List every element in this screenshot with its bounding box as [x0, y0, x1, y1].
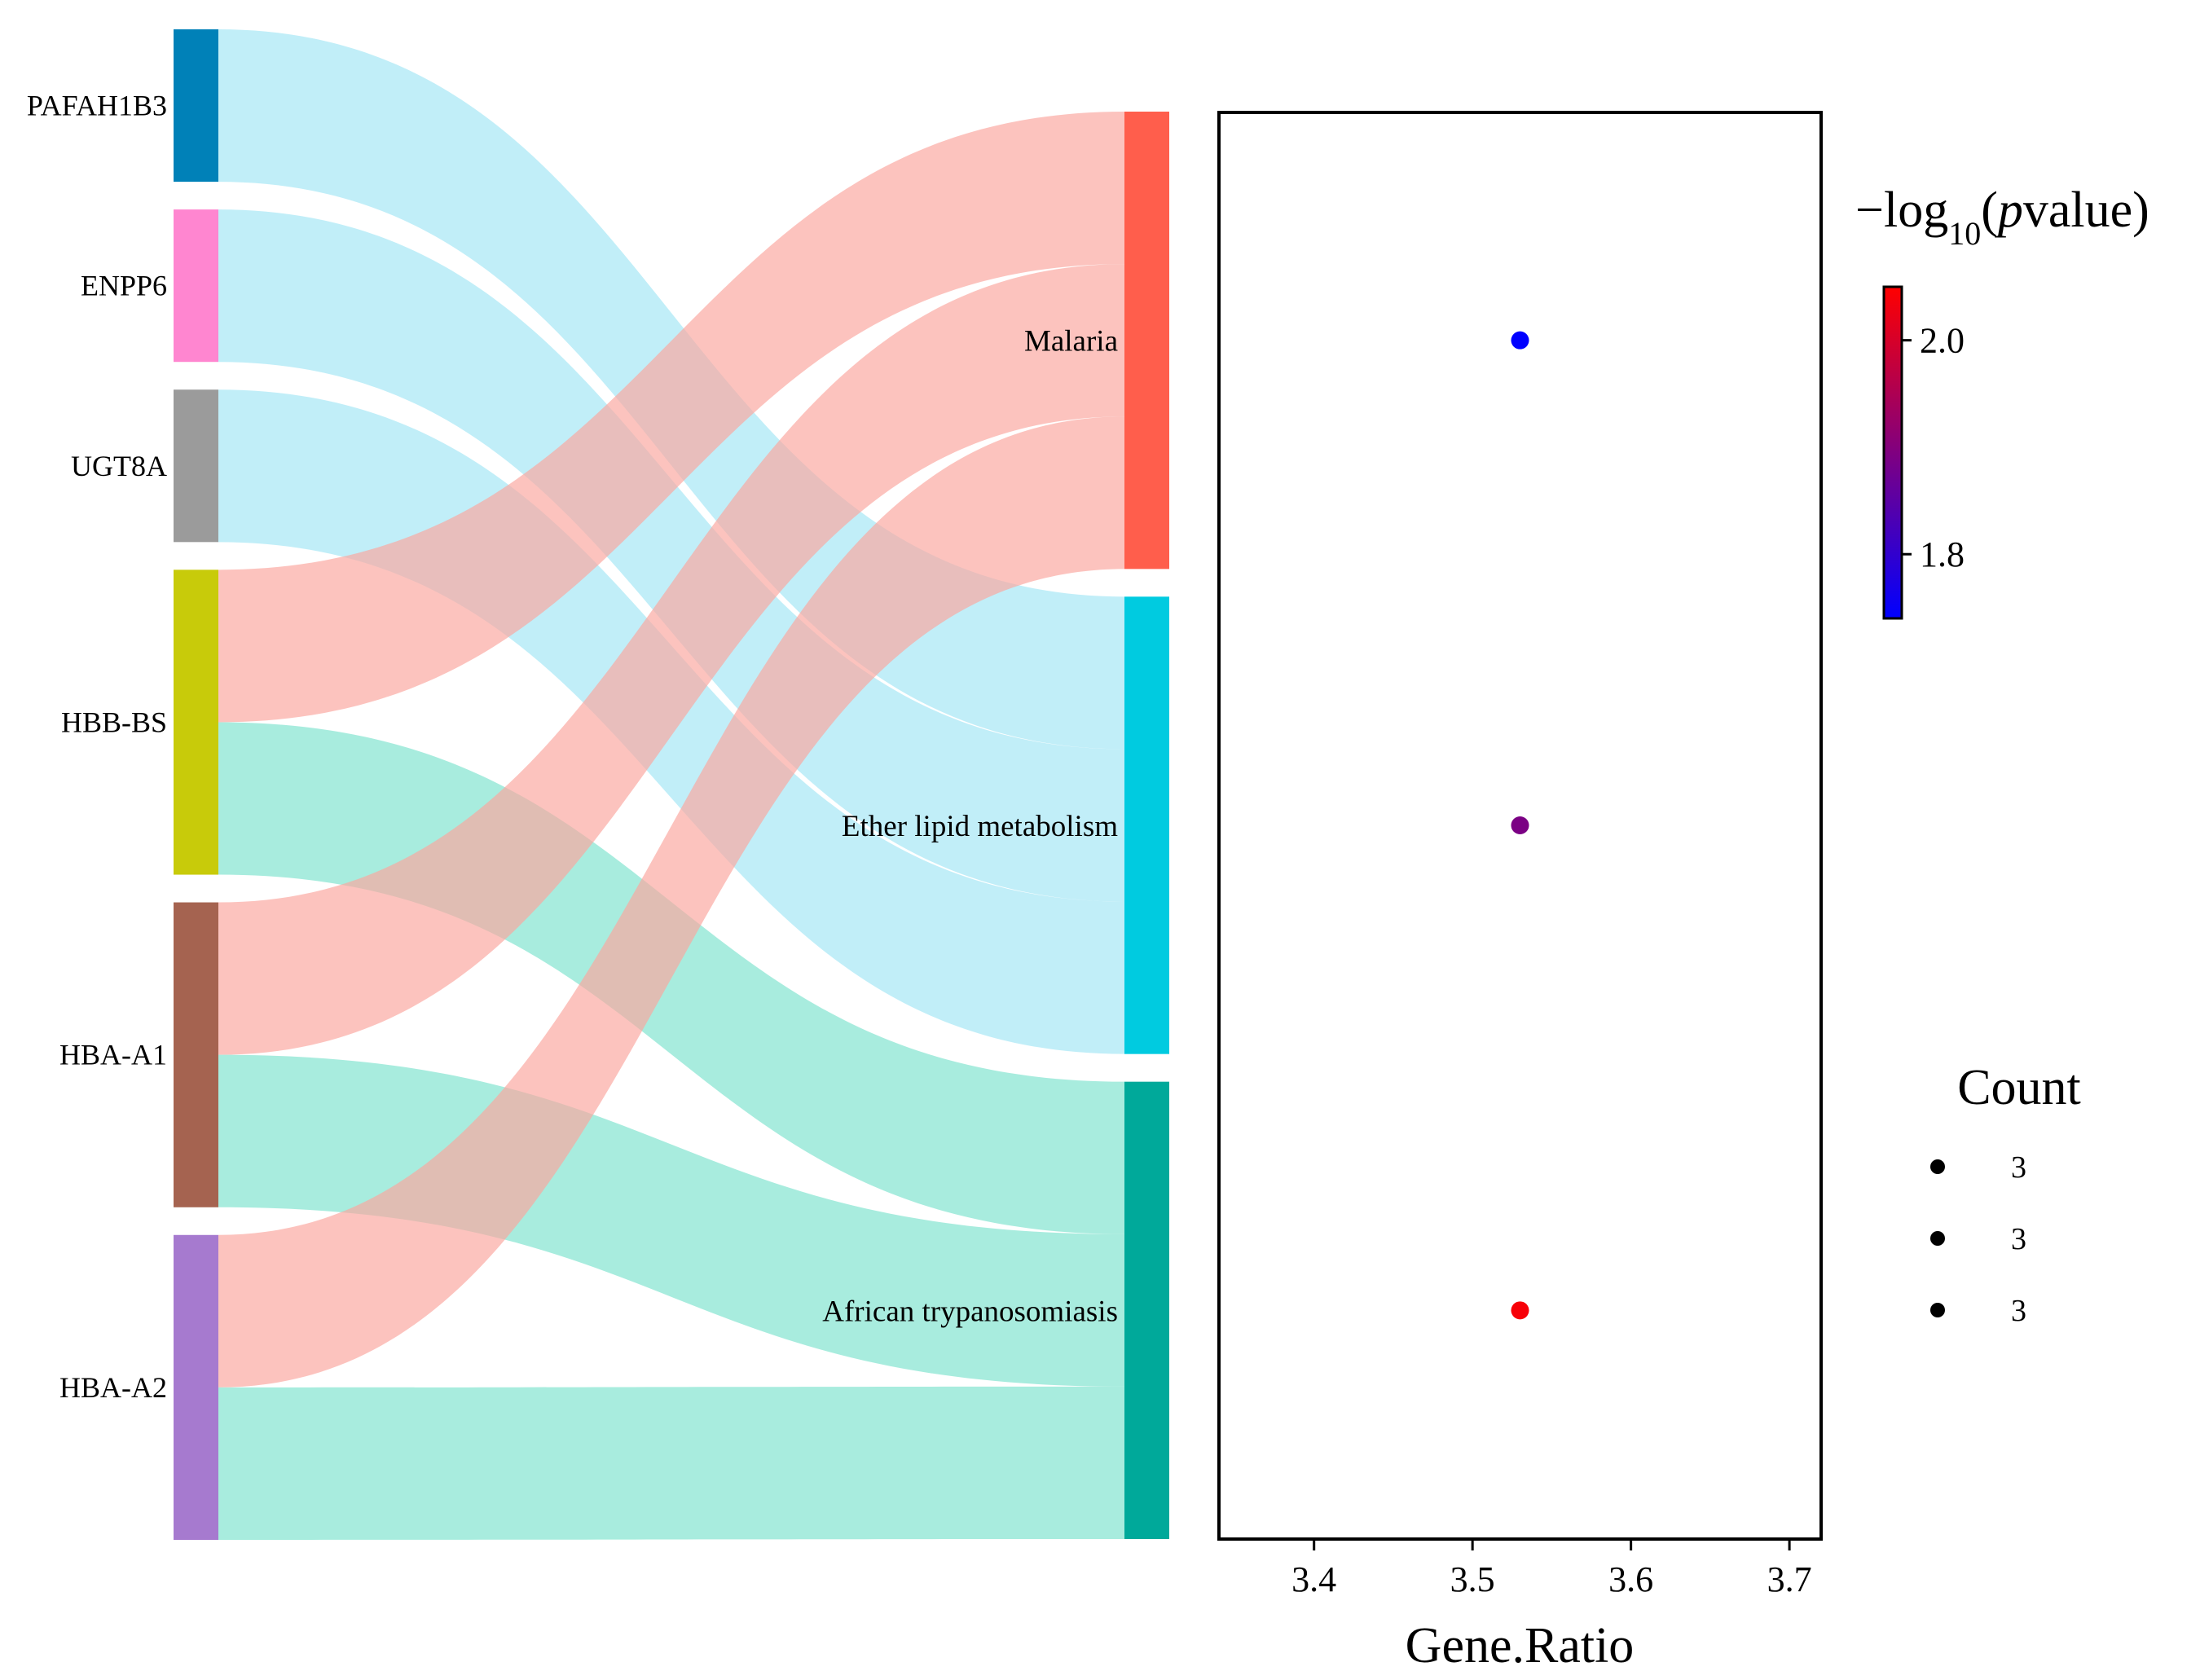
- x-tick-label-3-7: 3.7: [1767, 1559, 1812, 1599]
- colorbar-ticks: 1.8 2.0: [1902, 321, 1965, 574]
- count-legend-items: 3 3 3: [1930, 1150, 2026, 1328]
- sankey-labels: PAFAH1B3 ENPP6 UGT8A HBB-BS HBA-A1 HBA-A2 Mala…: [27, 90, 1118, 1404]
- colorbar-title-p: p: [1995, 183, 2023, 238]
- colorbar-title-rest: value): [2023, 183, 2149, 238]
- gene-label-hbb-bs: HBB-BS: [61, 706, 167, 738]
- count-legend-label: 3: [2011, 1222, 2026, 1256]
- count-legend-dot: [1930, 1231, 1945, 1246]
- count-legend-dot: [1930, 1159, 1945, 1174]
- dotplot-x-ticks: 3.4 3.5 3.6 3.7: [1291, 1539, 1812, 1599]
- colorbar-tick-label-2-0: 2.0: [1920, 321, 1965, 361]
- gene-label-ugt8a: UGT8A: [71, 450, 167, 482]
- gene-node-enpp6: [174, 209, 218, 363]
- flow-hba-a2-to-african-trypanosomiasis: [218, 1386, 1124, 1540]
- dot-ether-lipid-metabolism: [1511, 816, 1529, 834]
- count-legend-label: 3: [2011, 1150, 2026, 1185]
- x-tick-label-3-5: 3.5: [1450, 1559, 1495, 1599]
- sankey-pathway-nodes: [1124, 112, 1169, 1539]
- count-legend-dot: [1930, 1303, 1945, 1317]
- colorbar-gradient: [1882, 285, 1903, 620]
- dot-malaria: [1511, 331, 1529, 350]
- gene-label-enpp6: ENPP6: [81, 270, 167, 302]
- x-tick-label-3-6: 3.6: [1608, 1559, 1653, 1599]
- gene-node-ugt8a: [174, 389, 218, 543]
- gene-node-hba-a1: [174, 902, 218, 1207]
- sankey-gene-nodes: [174, 29, 218, 1540]
- sankey-flows: [218, 29, 1124, 1540]
- flow-hba-a1-to-malaria: [218, 264, 1124, 1055]
- pathway-label-ether-lipid-metabolism: Ether lipid metabolism: [842, 810, 1118, 843]
- dotplot-points: [1511, 331, 1529, 1320]
- colorbar-title-open: (: [1981, 183, 1998, 238]
- count-legend-label: 3: [2011, 1294, 2026, 1328]
- gene-label-hba-a1: HBA-A1: [59, 1039, 167, 1071]
- gene-label-pafah1b3: PAFAH1B3: [27, 90, 167, 122]
- pathway-label-malaria: Malaria: [1024, 325, 1118, 358]
- flow-hba-a1-to-african-trypanosomiasis: [218, 1054, 1124, 1387]
- count-legend-title: Count: [1957, 1060, 2081, 1115]
- dot-african-trypanosomiasis: [1511, 1301, 1529, 1320]
- x-axis-title: Gene.Ratio: [1406, 1618, 1635, 1673]
- flow-enpp6-to-ether-lipid-metabolism: [218, 209, 1124, 902]
- x-tick-label-3-4: 3.4: [1291, 1559, 1336, 1599]
- gene-node-hba-a2: [174, 1234, 218, 1540]
- flow-hba-a2-to-malaria: [218, 416, 1124, 1388]
- pathway-node-malaria: [1124, 112, 1169, 570]
- count-legend: Count 3 3 3: [1930, 1060, 2081, 1328]
- pathway-node-ether-lipid-metabolism: [1124, 596, 1169, 1054]
- colorbar-tick-label-1-8: 1.8: [1920, 534, 1965, 574]
- gene-node-pafah1b3: [174, 29, 218, 183]
- dotplot: 3.4 3.5 3.6 3.7 Gene.Ratio: [1217, 111, 1823, 1673]
- gene-label-hba-a2: HBA-A2: [59, 1371, 167, 1404]
- colorbar: −log10(pvalue) 1.8 2.0: [1855, 183, 2149, 620]
- pathway-node-african-trypanosomiasis: [1124, 1081, 1169, 1539]
- flow-hbb-bs-to-malaria: [218, 112, 1124, 723]
- gene-node-hbb-bs: [174, 570, 218, 875]
- colorbar-title-sub: 10: [1948, 215, 1981, 252]
- colorbar-title-log: −log: [1855, 183, 1948, 238]
- colorbar-title: −log10(pvalue): [1855, 183, 2149, 252]
- pathway-label-african-trypanosomiasis: African trypanosomiasis: [822, 1295, 1118, 1328]
